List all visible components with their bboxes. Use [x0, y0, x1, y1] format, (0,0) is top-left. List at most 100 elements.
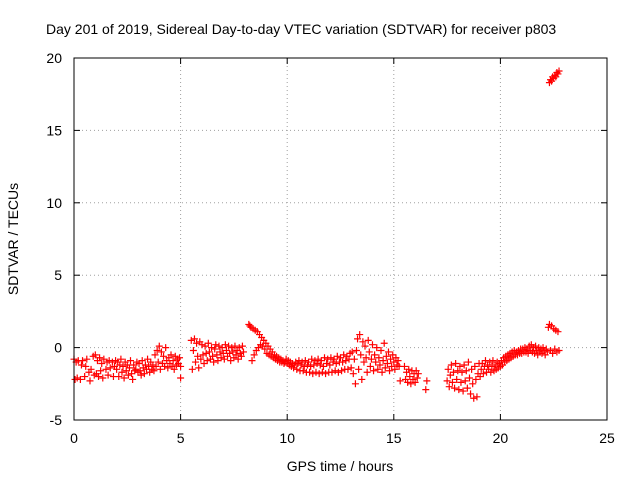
data-point [149, 361, 157, 369]
y-tick-label: 0 [54, 340, 62, 356]
data-point [405, 365, 413, 373]
data-point [486, 358, 494, 366]
data-point [379, 357, 387, 365]
data-point [315, 370, 323, 378]
data-point [170, 365, 178, 373]
data-point [380, 339, 388, 347]
data-point [169, 357, 177, 365]
data-point [423, 377, 431, 385]
data-point [464, 358, 472, 366]
y-tick-label: 5 [54, 267, 62, 283]
data-point [115, 373, 123, 381]
data-point [211, 345, 219, 353]
x-tick-label: 15 [386, 430, 402, 446]
x-tick-label: 0 [70, 430, 78, 446]
data-point [469, 380, 477, 388]
data-point [375, 354, 383, 362]
data-point [153, 346, 161, 354]
data-point [79, 357, 87, 365]
data-point [210, 358, 218, 366]
tick-labels: 0 5 10 15 20 25 -5 0 5 10 15 20 [46, 50, 615, 446]
data-point [299, 367, 307, 375]
data-point [321, 354, 329, 362]
data-point [327, 354, 335, 362]
data-point [394, 357, 402, 365]
data-point [463, 384, 471, 392]
data-point [98, 360, 106, 368]
data-point [306, 368, 314, 376]
data-point [118, 368, 126, 376]
data-point [338, 367, 346, 375]
data-point [151, 351, 159, 359]
data-point [188, 365, 196, 373]
data-point [382, 352, 390, 360]
data-point [459, 387, 467, 395]
data-point [91, 351, 99, 359]
data-point [308, 355, 316, 363]
data-point [407, 380, 415, 388]
data-point [370, 367, 378, 375]
data-point [354, 335, 362, 343]
data-point [216, 348, 224, 356]
data-point [344, 365, 352, 373]
data-point [307, 362, 315, 370]
data-point [386, 367, 394, 375]
data-point [470, 394, 478, 402]
data-point [198, 341, 206, 349]
data-point [141, 361, 149, 369]
data-point [129, 375, 137, 383]
data-point [342, 357, 350, 365]
data-point [350, 355, 358, 363]
chart-title: Day 201 of 2019, Sidereal Day-to-day VTE… [46, 21, 556, 37]
data-point [332, 360, 340, 368]
data-point [363, 368, 371, 376]
data-point [328, 368, 336, 376]
x-axis-label: GPS time / hours [287, 458, 394, 474]
data-point [347, 364, 355, 372]
data-point [116, 361, 124, 369]
data-point [455, 386, 463, 394]
data-point [154, 358, 162, 366]
data-point [81, 373, 89, 381]
data-point [155, 342, 163, 350]
data-point [190, 335, 198, 343]
data-point [73, 374, 81, 382]
data-point [331, 367, 339, 375]
x-tick-label: 25 [599, 430, 615, 446]
data-point [106, 364, 114, 372]
data-point [193, 339, 201, 347]
y-tick-label: 20 [46, 50, 62, 66]
data-point [549, 349, 557, 357]
data-point [334, 368, 342, 376]
data-point [356, 331, 364, 339]
data-point [204, 339, 212, 347]
y-axis-label: SDTVAR / TECUs [5, 183, 21, 295]
data-point [322, 370, 330, 378]
data-point [197, 355, 205, 363]
data-point [447, 361, 455, 369]
data-point [301, 357, 309, 365]
data-point [411, 378, 419, 386]
data-point [239, 348, 247, 356]
data-point [161, 362, 169, 370]
data-point [86, 377, 94, 385]
data-point [453, 375, 461, 383]
data-point [313, 360, 321, 368]
data-point [376, 361, 384, 369]
data-point [465, 374, 473, 382]
data-point [238, 342, 246, 350]
data-point [444, 365, 452, 373]
data-point [555, 346, 563, 354]
data-point [378, 368, 386, 376]
data-point [138, 357, 146, 365]
data-point [391, 365, 399, 373]
data-point [105, 357, 113, 365]
data-point [400, 362, 408, 370]
data-point [360, 358, 368, 366]
data-point [461, 377, 469, 385]
data-point [357, 351, 365, 359]
data-point [199, 351, 207, 359]
data-point [231, 342, 239, 350]
data-point [232, 351, 240, 359]
